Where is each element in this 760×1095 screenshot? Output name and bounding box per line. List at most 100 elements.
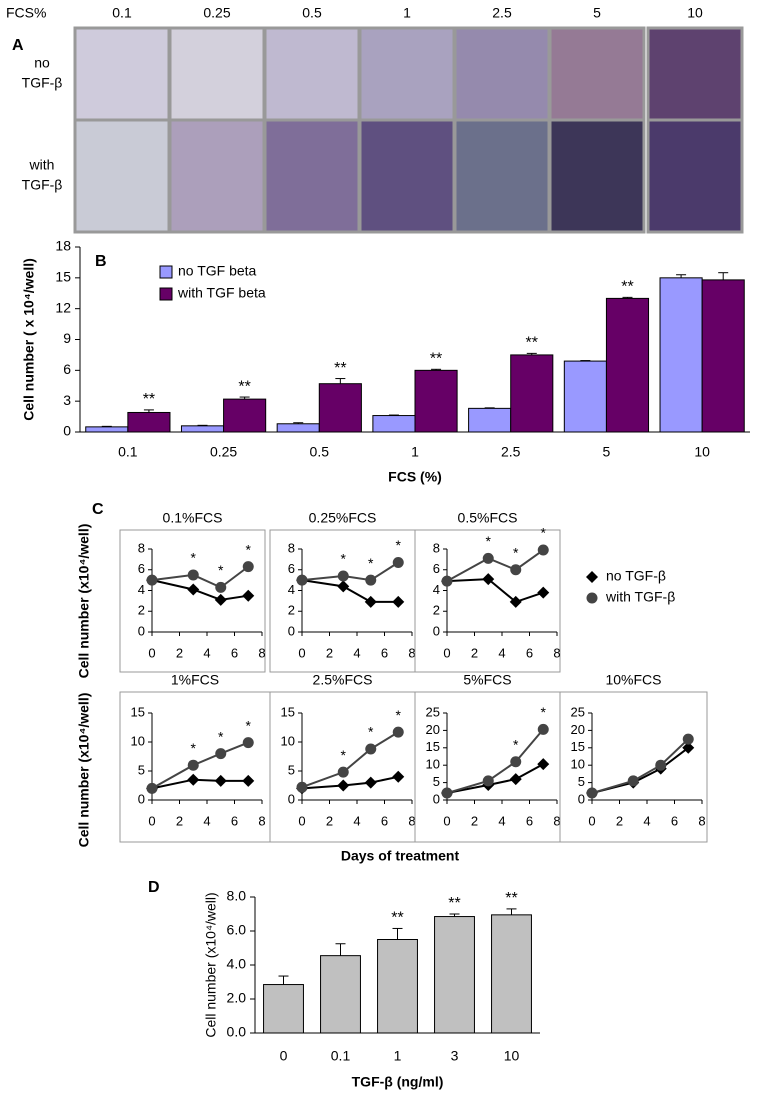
series-line — [151, 778, 249, 790]
legend-marker — [586, 592, 598, 604]
point — [187, 759, 199, 771]
micrograph — [453, 26, 551, 122]
y-tick-label: 15 — [281, 704, 295, 719]
subplot-title: 0.25%FCS — [309, 510, 377, 526]
point — [655, 759, 667, 771]
series-line — [151, 579, 249, 601]
x-tick-label: 2 — [471, 645, 478, 660]
y-tick-label: 5 — [578, 774, 585, 789]
y-tick-label: 2 — [433, 603, 440, 618]
point — [510, 564, 522, 576]
subplot-frame — [559, 691, 708, 843]
x-tick-label: 4 — [643, 813, 650, 828]
point — [242, 589, 255, 602]
y-tick-label: 4 — [433, 582, 440, 597]
legend-label: with TGF beta — [177, 285, 266, 301]
point — [509, 595, 522, 608]
y-tick-label: 5 — [433, 774, 440, 789]
bar — [468, 407, 512, 433]
point — [146, 782, 158, 794]
point — [364, 776, 377, 789]
x-tick-label: 8 — [698, 813, 705, 828]
micrograph — [168, 26, 266, 122]
x-tick-label: 8 — [553, 645, 560, 660]
x-tick-label: 3 — [451, 1048, 459, 1064]
bar — [377, 939, 418, 1034]
x-tick-label: 2 — [326, 645, 333, 660]
bar — [180, 425, 225, 433]
legend-label: with TGF-β — [605, 589, 675, 605]
point — [296, 574, 308, 586]
y-tick-label: 4 — [288, 582, 295, 597]
y-tick-label: 20 — [571, 722, 585, 737]
bar — [263, 984, 304, 1034]
significance-marker: ** — [448, 895, 460, 912]
row-label: no — [34, 55, 50, 71]
micrograph — [548, 26, 646, 122]
x-axis-title: FCS (%) — [388, 469, 442, 485]
subplot-title: 5%FCS — [463, 672, 511, 688]
column-label: 10 — [687, 5, 703, 21]
bar — [563, 360, 607, 433]
y-tick-label: 10 — [281, 733, 295, 748]
y-tick-label: 15 — [131, 704, 145, 719]
significance-marker: * — [341, 551, 347, 567]
x-tick-label: 8 — [408, 645, 415, 660]
point — [441, 575, 453, 587]
x-tick-label: 0 — [148, 645, 155, 660]
significance-marker: * — [218, 728, 224, 744]
point — [296, 781, 308, 793]
point — [392, 595, 405, 608]
y-axis-title: Cell number (x10⁴/well) — [76, 693, 92, 848]
point — [337, 766, 349, 778]
x-tick-label: 0.1 — [118, 444, 138, 460]
x-tick-label: 6 — [231, 645, 238, 660]
x-tick-label: 4 — [498, 645, 505, 660]
series-line — [591, 747, 689, 795]
y-tick-label: 9 — [63, 330, 71, 346]
bar — [320, 955, 361, 1034]
row-label: TGF-β — [22, 177, 63, 193]
x-tick-label: 0.1 — [331, 1048, 351, 1064]
y-tick-label: 10 — [571, 757, 585, 772]
y-tick-label: 6 — [288, 561, 295, 576]
row-label: TGF-β — [22, 75, 63, 91]
y-tick-label: 8 — [288, 540, 295, 555]
y-tick-label: 15 — [55, 269, 71, 285]
y-tick-label: 0.0 — [227, 1024, 247, 1040]
bar — [434, 916, 475, 1034]
significance-marker: * — [246, 717, 252, 733]
series-line — [446, 763, 544, 795]
y-tick-label: 5 — [138, 762, 145, 777]
series-line — [301, 579, 399, 603]
series-line — [446, 728, 545, 794]
subplot-title: 0.5%FCS — [458, 510, 518, 526]
bar — [701, 279, 745, 433]
y-tick-label: 0 — [578, 791, 585, 806]
significance-marker: * — [396, 707, 402, 723]
point — [215, 581, 227, 593]
y-tick-label: 25 — [571, 704, 585, 719]
column-label: 5 — [593, 5, 601, 21]
x-tick-label: 6 — [231, 813, 238, 828]
y-tick-label: 8 — [433, 540, 440, 555]
point — [242, 561, 254, 573]
x-tick-label: 6 — [671, 813, 678, 828]
y-tick-label: 0 — [433, 623, 440, 638]
micrograph — [168, 118, 266, 234]
bar — [318, 383, 362, 433]
series-line — [301, 561, 399, 582]
point — [242, 774, 255, 787]
y-tick-label: 8.0 — [227, 888, 247, 904]
point — [214, 774, 227, 787]
point — [682, 741, 695, 754]
bar — [414, 369, 458, 433]
x-tick-label: 1 — [411, 444, 419, 460]
point — [537, 723, 549, 735]
micrograph — [73, 118, 171, 234]
point — [365, 743, 377, 755]
panel-label: D — [148, 879, 160, 896]
legend-swatch — [159, 265, 173, 279]
point — [214, 593, 227, 606]
